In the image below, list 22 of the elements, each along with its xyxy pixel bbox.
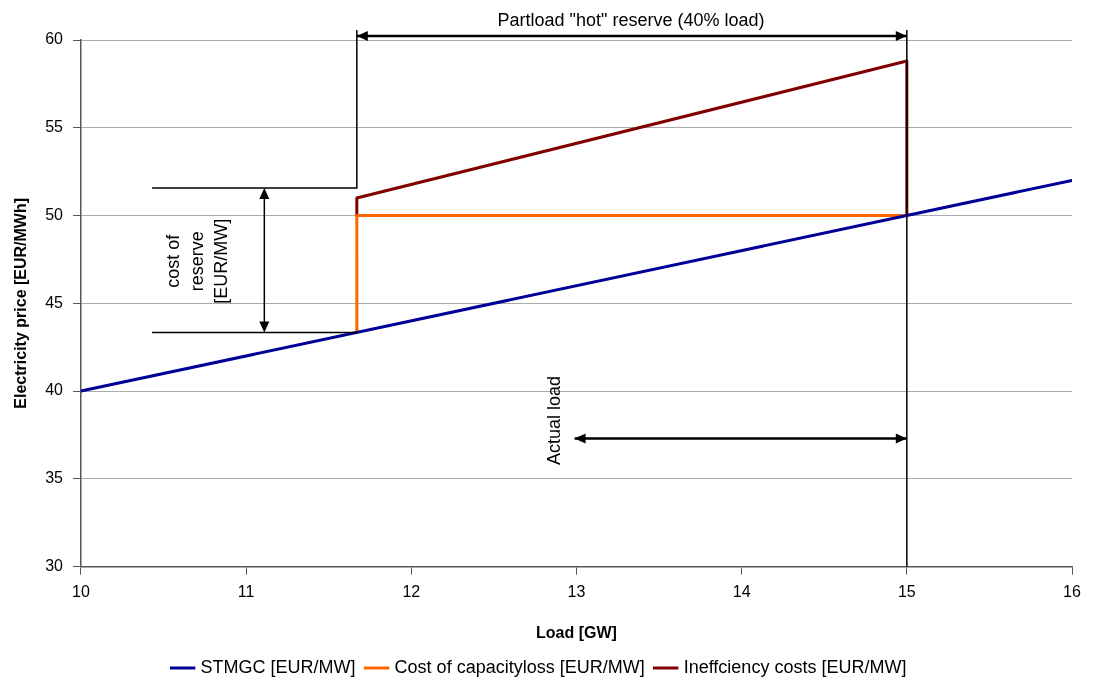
x-tick-label: 10 (72, 582, 90, 600)
y-tick-label: 50 (45, 205, 64, 223)
x-axis-title: Load [GW] (536, 623, 617, 641)
y-tick-label: 45 (45, 293, 64, 311)
x-tick-label: 12 (402, 582, 421, 600)
x-tick-label: 14 (732, 582, 751, 600)
y-tick-label: 35 (45, 469, 64, 487)
x-tick-label: 16 (1063, 582, 1081, 600)
annotation: Actual load (543, 375, 564, 465)
x-tick-label: 13 (567, 582, 586, 600)
x-tick-label: 11 (237, 582, 255, 600)
annotation: cost of reserve [EUR/MW] (163, 218, 232, 304)
y-tick-label: 30 (45, 557, 64, 575)
y-tick-label: 60 (45, 30, 64, 48)
y-tick-label: 40 (45, 381, 64, 399)
legend-label: STMGC [EUR/MW] (200, 656, 356, 677)
text: Partload "hot" reserve (40% load) (497, 9, 765, 30)
y-tick-label: 55 (45, 118, 64, 136)
legend-label: Cost of capacityloss [EUR/MW] (394, 656, 645, 677)
legend-label: Ineffciency costs [EUR/MW] (683, 656, 907, 677)
y-axis-title: Electricity price [EUR/MWh] (12, 197, 30, 409)
x-tick-label: 15 (897, 582, 916, 600)
